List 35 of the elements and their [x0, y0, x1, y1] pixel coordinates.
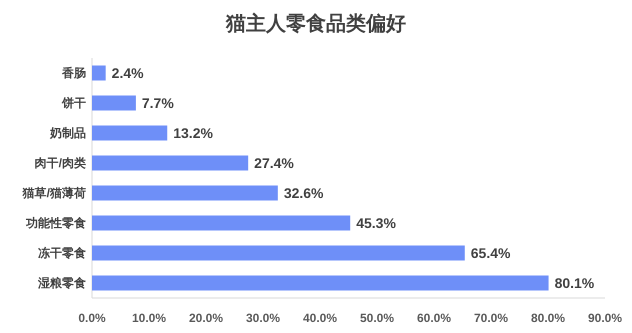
bar: [92, 186, 278, 200]
x-tick-label: 70.0%: [474, 311, 508, 325]
data-label: 45.3%: [356, 215, 396, 231]
y-tick-label: 香肠: [61, 66, 86, 80]
y-tick-label: 猫草/猫薄荷: [22, 186, 86, 200]
data-label: 32.6%: [284, 185, 324, 201]
x-tick-label: 40.0%: [302, 311, 338, 325]
x-tick-label: 50.0%: [360, 311, 394, 325]
bar: [92, 96, 136, 110]
y-tick-label: 奶制品: [49, 126, 86, 140]
x-tick-label: 0.0%: [78, 311, 106, 325]
y-tick-label: 饼干: [61, 96, 86, 110]
x-tick-label: 80.0%: [530, 311, 566, 325]
data-label: 80.1%: [554, 275, 595, 291]
chart-title: 猫主人零食品类偏好: [225, 12, 406, 35]
x-tick-label: 30.0%: [246, 311, 280, 325]
bar: [92, 66, 106, 80]
data-label: 13.2%: [173, 125, 214, 141]
bar: [92, 276, 549, 290]
y-tick-label: 肉干/肉类: [34, 156, 86, 170]
x-tick-label: 90.0%: [588, 311, 622, 325]
data-label: 27.4%: [254, 155, 294, 171]
data-label: 2.4%: [112, 65, 144, 81]
bar: [92, 126, 168, 140]
data-label: 7.7%: [142, 95, 174, 111]
x-tick-label: 60.0%: [416, 311, 452, 325]
y-tick-label: 冻干零食: [38, 246, 86, 260]
y-tick-label: 功能性零食: [25, 216, 86, 230]
y-tick-label: 湿粮零食: [37, 276, 86, 290]
bar: [92, 216, 350, 230]
data-label: 65.4%: [470, 245, 512, 261]
x-tick-label: 20.0%: [188, 311, 224, 325]
bar: [92, 156, 248, 170]
bar: [92, 246, 465, 260]
x-tick-label: 10.0%: [132, 311, 166, 325]
